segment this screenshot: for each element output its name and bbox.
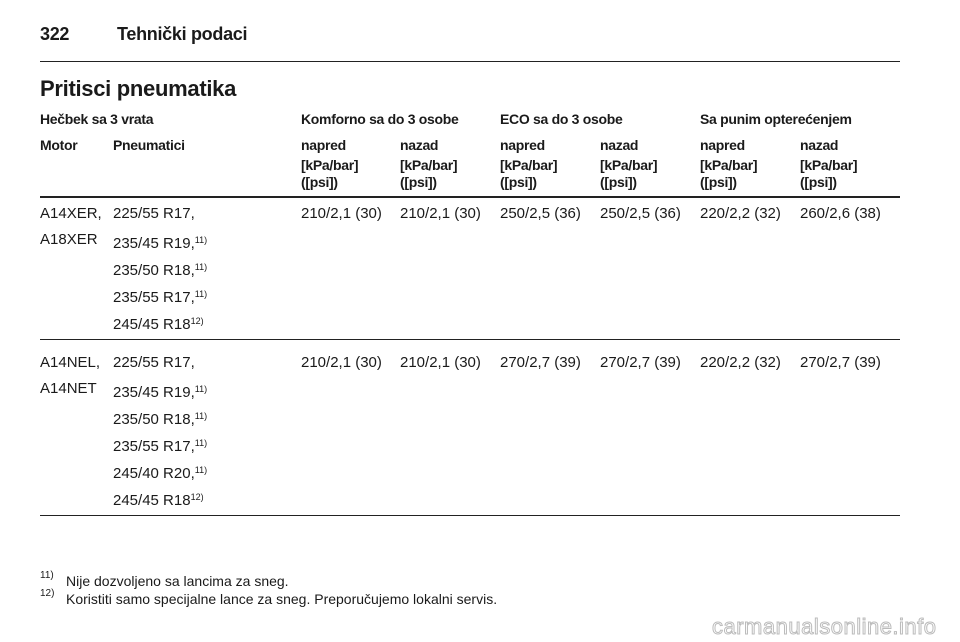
group-header: Komforno sa do 3 osobe (301, 111, 459, 127)
footnote-text: Nije dozvoljeno sa lancima za sneg. (66, 573, 289, 589)
group-header: ECO sa do 3 osobe (500, 111, 623, 127)
column-header: nazad (400, 137, 439, 153)
row-rule (40, 515, 900, 516)
tire-size: 235/45 R19,11) (113, 235, 208, 252)
tire-text: 245/40 R20, (113, 465, 195, 482)
tire-size: 245/40 R20,11) (113, 465, 208, 482)
column-header: napred (500, 137, 545, 153)
footnote-ref: 11) (194, 384, 208, 394)
pressure-value: 250/2,5 (36) (500, 205, 581, 222)
tire-text: 235/45 R19, (113, 384, 195, 401)
tire-text: 235/55 R17, (113, 438, 195, 455)
unit-label: ([psi]) (400, 174, 437, 190)
motor: A14NET (40, 380, 97, 397)
unit-label: [kPa/bar] (500, 157, 558, 173)
unit-label: ([psi]) (700, 174, 737, 190)
footnote-ref: 12) (190, 316, 204, 326)
footnote-mark: 11) (40, 570, 54, 581)
watermark: carmanualsonline.info (712, 614, 937, 639)
column-header: napred (700, 137, 745, 153)
pressure-value: 210/2,1 (30) (400, 205, 481, 222)
column-header: nazad (800, 137, 839, 153)
unit-label: ([psi]) (301, 174, 338, 190)
pressure-value: 210/2,1 (30) (301, 205, 382, 222)
tire-text: 225/55 R17, (113, 205, 195, 222)
unit-label: ([psi]) (500, 174, 537, 190)
tire-text: 225/55 R17, (113, 354, 195, 371)
tire-size: 235/55 R17,11) (113, 289, 208, 306)
unit-label: ([psi]) (800, 174, 837, 190)
unit-label: [kPa/bar] (301, 157, 359, 173)
motor: A14NEL, (40, 354, 101, 371)
tire-text: 235/50 R18, (113, 411, 195, 428)
motor: A14XER, (40, 205, 102, 222)
table-head-rule (40, 196, 900, 198)
pressure-value: 220/2,2 (32) (700, 205, 781, 222)
tire-text: 235/45 R19, (113, 235, 195, 252)
footnote-mark: 12) (40, 588, 55, 599)
footnote-ref: 11) (194, 411, 208, 421)
tire-text: 235/50 R18, (113, 262, 195, 279)
tire-text: 235/55 R17, (113, 289, 195, 306)
column-header: nazad (600, 137, 639, 153)
column-header: napred (301, 137, 346, 153)
tire-size: 225/55 R17, (113, 355, 195, 370)
unit-label: [kPa/bar] (600, 157, 658, 173)
tire-size: 245/45 R1812) (113, 492, 204, 509)
page-header-title: Tehnički podaci (117, 24, 248, 44)
unit-label: [kPa/bar] (400, 157, 458, 173)
tire-size: 235/50 R18,11) (113, 411, 208, 428)
pressure-value: 270/2,7 (39) (800, 354, 881, 371)
pressure-value: 250/2,5 (36) (600, 205, 681, 222)
page-number: 322 (40, 24, 70, 44)
pressure-value: 270/2,7 (39) (600, 354, 681, 371)
tire-size: 235/55 R17,11) (113, 438, 208, 455)
footnote-ref: 11) (194, 438, 208, 448)
footnote-text: Koristiti samo specijalne lance za sneg.… (66, 591, 498, 607)
column-header: Motor (40, 137, 78, 153)
pressure-value: 210/2,1 (30) (400, 354, 481, 371)
section-title: Pritisci pneumatika (40, 76, 237, 101)
tire-size: 245/45 R1812) (113, 316, 204, 333)
row-rule (40, 339, 900, 340)
footnote-ref: 11) (194, 235, 208, 245)
tire-size: 225/55 R17, (113, 206, 195, 221)
tire-size: 235/45 R19,11) (113, 384, 208, 401)
tire-text: 245/45 R18 (113, 316, 191, 333)
unit-label: ([psi]) (600, 174, 637, 190)
pressure-value: 270/2,7 (39) (500, 354, 581, 371)
pressure-value: 210/2,1 (30) (301, 354, 382, 371)
tire-size: 235/50 R18,11) (113, 262, 208, 279)
footnote-ref: 12) (190, 492, 204, 502)
footnote-ref: 11) (194, 465, 208, 475)
footnote-ref: 11) (194, 289, 208, 299)
footnote-ref: 11) (194, 262, 208, 272)
table-caption: Hečbek sa 3 vrata (40, 111, 154, 127)
tire-text: 245/45 R18 (113, 492, 191, 509)
group-header: Sa punim opterećenjem (700, 111, 852, 127)
pressure-value: 220/2,2 (32) (700, 354, 781, 371)
motor: A18XER (40, 231, 98, 248)
unit-label: [kPa/bar] (700, 157, 758, 173)
header-rule (40, 61, 900, 62)
unit-label: [kPa/bar] (800, 157, 858, 173)
column-header: Pneumatici (113, 137, 185, 153)
pressure-value: 260/2,6 (38) (800, 205, 881, 222)
